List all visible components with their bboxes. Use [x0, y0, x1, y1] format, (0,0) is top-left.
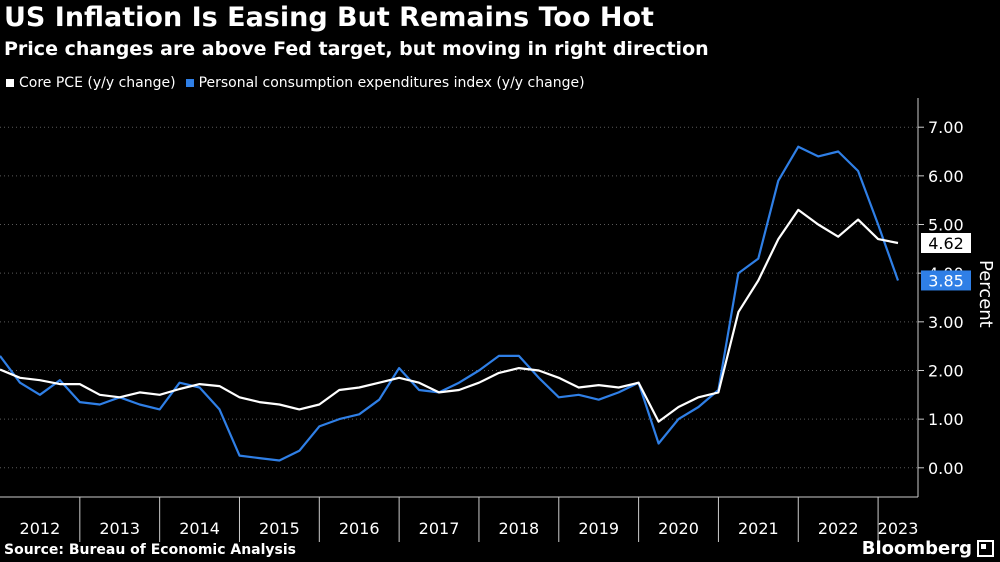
x-tick-label-2019: 2019 — [578, 519, 619, 538]
x-tick-label-2016: 2016 — [339, 519, 380, 538]
source-note: Source: Bureau of Economic Analysis — [4, 542, 297, 558]
legend-item-core-pce: Core PCE (y/y change) — [6, 75, 176, 91]
y-tick-label-6: 6.00 — [928, 167, 964, 186]
legend-swatch-core-pce — [6, 79, 14, 87]
y-tick-label-3: 3.00 — [928, 313, 964, 332]
legend-swatch-pce — [185, 79, 194, 87]
end-label-0: 4.62 — [928, 234, 964, 253]
legend-item-pce: Personal consumption expenditures index … — [185, 75, 585, 91]
chart-title: US Inflation Is Easing But Remains Too H… — [4, 2, 654, 33]
legend: Core PCE (y/y change) Personal consumpti… — [6, 75, 595, 91]
series-line-1 — [0, 145, 900, 462]
x-tick-label-2015: 2015 — [259, 519, 300, 538]
x-tick-label-2021: 2021 — [738, 519, 779, 538]
y-tick-label-1: 1.00 — [928, 410, 964, 429]
y-tick-label-2: 2.00 — [928, 361, 964, 380]
x-tick-label-2012: 2012 — [20, 519, 61, 538]
y-tick-label-7: 7.00 — [928, 118, 964, 137]
x-tick-label-2022: 2022 — [818, 519, 859, 538]
legend-label-pce: Personal consumption expenditures index … — [198, 75, 585, 91]
y-tick-label-5: 5.00 — [928, 216, 964, 235]
series-line-0 — [0, 208, 899, 423]
x-tick-label-2014: 2014 — [179, 519, 220, 538]
end-label-1: 3.85 — [928, 271, 964, 290]
y-tick-label-0: 0.00 — [928, 459, 964, 478]
legend-label-core-pce: Core PCE (y/y change) — [19, 75, 176, 91]
x-tick-label-2020: 2020 — [658, 519, 699, 538]
y-axis-label: Percent — [975, 260, 996, 328]
chart-subtitle: Price changes are above Fed target, but … — [4, 38, 709, 60]
bloomberg-mark-icon — [977, 540, 994, 557]
brand-name: Bloomberg — [861, 538, 972, 559]
end-label-box-0 — [921, 233, 971, 254]
x-tick-label-2018: 2018 — [499, 519, 540, 538]
x-tick-label-2017: 2017 — [419, 519, 460, 538]
end-label-box-1 — [921, 270, 971, 291]
x-tick-label-2023: 2023 — [878, 519, 919, 538]
brand-logo: Bloomberg — [862, 538, 994, 559]
x-tick-label-2013: 2013 — [99, 519, 140, 538]
